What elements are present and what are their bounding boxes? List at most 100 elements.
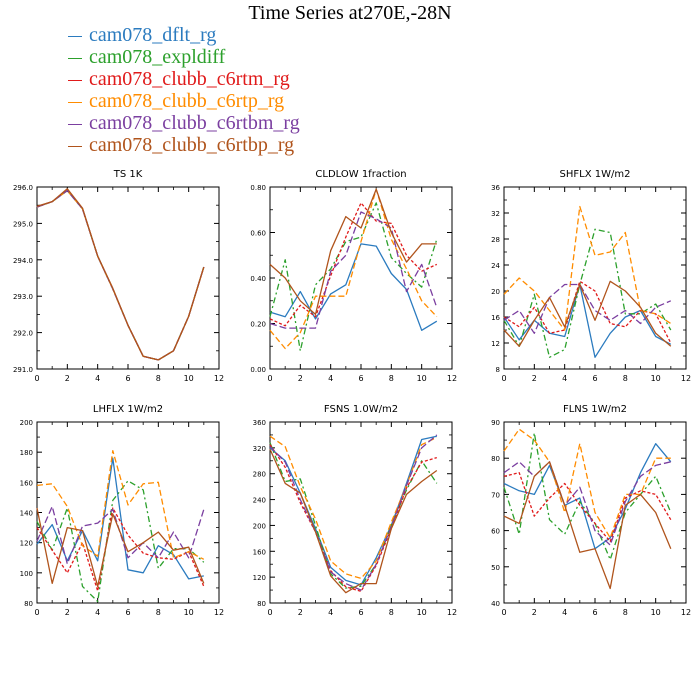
panel-title: LHFLX 1W/m2 — [93, 404, 163, 415]
x-tick-label: 8 — [623, 374, 628, 383]
legend-label: cam078_clubb_c6rtm_rg — [89, 68, 290, 90]
panel-title: CLDLOW 1fraction — [315, 169, 406, 180]
panel-title: FSNS 1.0W/m2 — [324, 404, 398, 415]
panel-title: TS 1K — [113, 169, 143, 180]
y-tick-label: 200 — [253, 522, 266, 530]
series-line — [503, 461, 671, 546]
x-tick-label: 2 — [532, 608, 537, 617]
y-tick-label: 292.0 — [13, 330, 33, 338]
y-tick-label: 200 — [20, 419, 33, 427]
x-tick-label: 2 — [65, 608, 70, 617]
series-line — [503, 461, 672, 590]
x-tick-label: 0 — [34, 608, 39, 617]
x-tick-label: 8 — [389, 608, 394, 617]
x-tick-label: 4 — [328, 374, 333, 383]
x-tick-label: 12 — [214, 374, 224, 383]
legend-swatch — [68, 123, 82, 125]
x-tick-label: 2 — [532, 374, 537, 383]
y-tick-label: 293.0 — [13, 293, 33, 301]
series-line — [36, 480, 205, 603]
y-tick-label: 50 — [491, 564, 500, 572]
x-tick-label: 2 — [298, 608, 303, 617]
legend: cam078_dflt_rg cam078_expldiff cam078_cl… — [68, 24, 300, 156]
y-tick-label: 60 — [491, 528, 500, 536]
legend-item: cam078_clubb_c6rtp_rg — [68, 90, 300, 112]
series-line — [36, 189, 205, 361]
x-tick-label: 0 — [501, 374, 506, 383]
x-tick-label: 4 — [562, 374, 567, 383]
x-tick-label: 10 — [417, 608, 427, 617]
x-tick-label: 8 — [389, 374, 394, 383]
series-line — [503, 283, 672, 334]
y-tick-label: 0.60 — [250, 230, 266, 238]
legend-swatch — [68, 35, 82, 37]
y-tick-label: 32 — [491, 210, 500, 218]
x-tick-label: 12 — [681, 608, 691, 617]
series-line — [503, 283, 672, 358]
series-line — [269, 435, 437, 586]
y-tick-label: 291.0 — [13, 366, 33, 374]
y-tick-label: 120 — [20, 540, 33, 548]
y-tick-label: 36 — [491, 184, 500, 192]
y-tick-label: 16 — [491, 314, 500, 322]
series-line — [269, 442, 438, 589]
x-tick-label: 8 — [156, 608, 161, 617]
x-tick-label: 0 — [34, 374, 39, 383]
y-tick-label: 0.40 — [250, 275, 266, 283]
series-line — [269, 448, 438, 594]
y-tick-label: 28 — [491, 236, 500, 244]
y-tick-label: 296.0 — [13, 184, 33, 192]
y-tick-label: 120 — [253, 574, 266, 582]
x-tick-label: 0 — [267, 608, 272, 617]
y-tick-label: 100 — [20, 570, 33, 578]
y-tick-label: 180 — [20, 449, 33, 457]
y-tick-label: 80 — [491, 455, 500, 463]
x-tick-label: 2 — [65, 374, 70, 383]
series-line — [269, 444, 437, 593]
x-tick-label: 4 — [328, 608, 333, 617]
series-line — [503, 443, 672, 550]
y-tick-label: 320 — [253, 445, 266, 453]
x-tick-label: 6 — [592, 374, 597, 383]
legend-item: cam078_dflt_rg — [68, 24, 300, 46]
legend-swatch — [68, 79, 82, 81]
x-tick-label: 12 — [681, 374, 691, 383]
series-line — [269, 211, 438, 329]
plot-frame — [36, 186, 220, 370]
series-line — [36, 507, 205, 588]
x-tick-label: 12 — [447, 608, 457, 617]
x-tick-label: 12 — [447, 374, 457, 383]
series-line — [269, 188, 438, 350]
y-tick-label: 80 — [257, 600, 266, 608]
series-line — [36, 188, 205, 361]
x-tick-label: 0 — [267, 374, 272, 383]
series-line — [269, 435, 438, 580]
legend-label: cam078_clubb_c6rtbm_rg — [89, 112, 300, 134]
y-tick-label: 0.20 — [250, 321, 266, 329]
series-line — [269, 202, 438, 327]
chart-panel: TS 1K 0 2 4 6 8 10 12 291.0 292.0 293.0 294.0 295.0 2… — [13, 169, 224, 383]
x-tick-label: 10 — [651, 374, 661, 383]
y-tick-label: 12 — [491, 340, 500, 348]
legend-label: cam078_expldiff — [89, 46, 226, 68]
chart-panel: CLDLOW 1fraction 0 2 4 6 8 10 12 0.00 0.20 0.40 0.6… — [250, 169, 457, 383]
series-line — [36, 505, 205, 565]
x-tick-label: 10 — [651, 608, 661, 617]
y-tick-label: 40 — [491, 600, 500, 608]
chart-panel: FLNS 1W/m2 0 2 4 6 8 10 12 40 50 60 70 80 90 — [491, 404, 691, 617]
x-tick-label: 6 — [125, 608, 130, 617]
panel-title: SHFLX 1W/m2 — [560, 169, 631, 180]
legend-item: cam078_expldiff — [68, 46, 300, 68]
y-tick-label: 80 — [24, 600, 33, 608]
chart-panel: FSNS 1.0W/m2 0 2 4 6 8 10 12 80 120 160 200 240 280 32… — [253, 404, 457, 617]
y-tick-label: 140 — [20, 510, 33, 518]
x-tick-label: 4 — [562, 608, 567, 617]
legend-swatch — [68, 57, 82, 59]
x-tick-label: 8 — [623, 608, 628, 617]
x-tick-label: 10 — [417, 374, 427, 383]
x-tick-label: 4 — [95, 608, 100, 617]
chart-panel: LHFLX 1W/m2 0 2 4 6 8 10 12 80 100 120 140 160 180 200 — [20, 404, 224, 617]
y-tick-label: 70 — [491, 491, 500, 499]
series-line — [36, 189, 205, 361]
